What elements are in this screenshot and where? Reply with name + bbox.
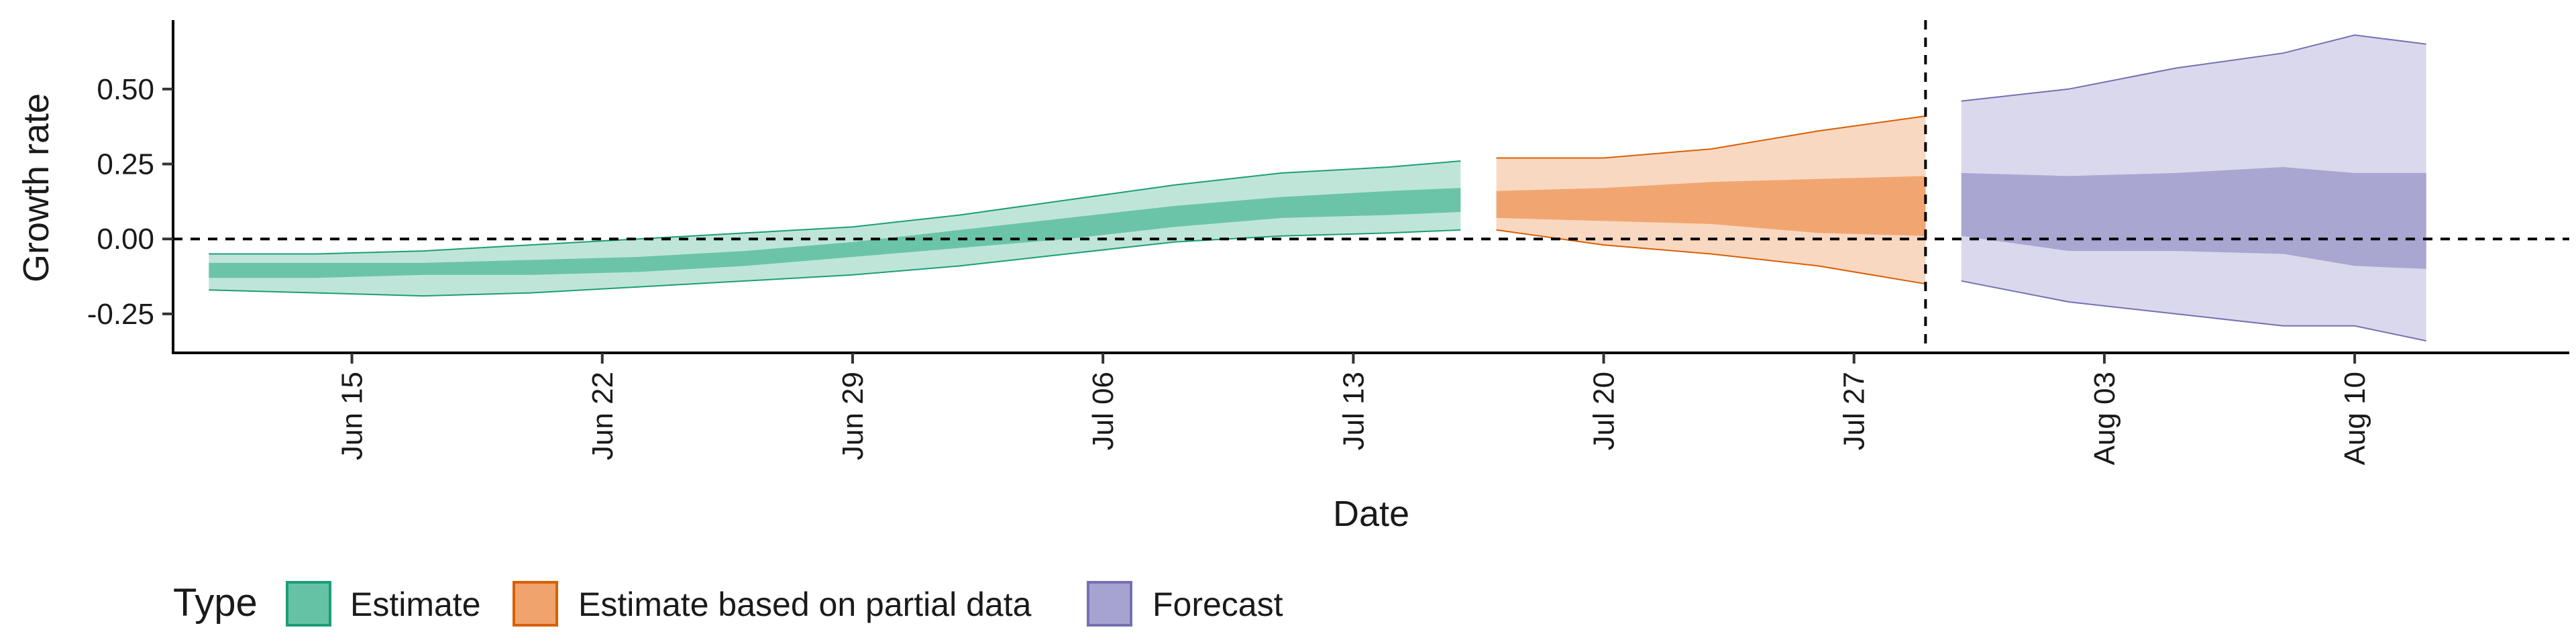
legend-key-estimate bbox=[286, 581, 331, 627]
y-tick-label: 0.25 bbox=[97, 148, 154, 180]
band-edge-upper-1 bbox=[1496, 115, 1926, 159]
x-tick-label: Jun 15 bbox=[336, 372, 369, 460]
reference-lines bbox=[173, 20, 2569, 353]
legend-label-partial-data: Estimate based on partial data bbox=[578, 586, 1032, 623]
series-1 bbox=[1496, 115, 1926, 285]
x-tick-label: Jun 29 bbox=[837, 372, 869, 460]
legend-key-forecast bbox=[1087, 581, 1132, 627]
x-tick-label: Jul 06 bbox=[1087, 372, 1120, 450]
band-edge-upper-0 bbox=[209, 160, 1461, 255]
band-edge-lower-2 bbox=[1961, 280, 2426, 342]
band-edge-upper-2 bbox=[1961, 34, 2426, 102]
x-axis-ticks: Jun 15 Jun 22 Jun 29 Jul 06 Jul 13 Jul 20 Jul … bbox=[336, 353, 2371, 465]
band-edge-lower-0 bbox=[209, 229, 1461, 297]
y-tick-label: 0.50 bbox=[97, 73, 154, 106]
series-0 bbox=[209, 160, 1461, 297]
x-tick-label: Jun 22 bbox=[586, 372, 619, 460]
x-axis-title: Date bbox=[1333, 494, 1409, 534]
x-tick-label: Jul 20 bbox=[1588, 372, 1621, 450]
legend-title: Type bbox=[173, 581, 258, 625]
y-tick-label: 0.00 bbox=[97, 223, 154, 256]
legend-key-partial-data bbox=[513, 581, 558, 627]
band-inner-0 bbox=[209, 188, 1461, 278]
axes bbox=[172, 20, 2569, 354]
legend: Type Estimate Estimate based on partial … bbox=[173, 581, 1283, 627]
x-tick-label: Aug 03 bbox=[2088, 372, 2121, 465]
y-axis-ticks: -0.25 0.00 0.25 0.50 bbox=[87, 73, 173, 331]
x-tick-label: Jul 13 bbox=[1337, 372, 1370, 450]
uncertainty-bands bbox=[209, 34, 2426, 342]
y-axis-title: Growth rate bbox=[16, 93, 56, 282]
x-tick-label: Aug 10 bbox=[2339, 372, 2371, 465]
legend-label-forecast: Forecast bbox=[1152, 586, 1283, 623]
legend-label-estimate: Estimate bbox=[350, 586, 481, 623]
x-tick-label: Jul 27 bbox=[1838, 372, 1871, 450]
band-inner-1 bbox=[1496, 176, 1926, 236]
series-2 bbox=[1961, 34, 2426, 342]
y-tick-label: -0.25 bbox=[87, 298, 154, 331]
band-inner-2 bbox=[1961, 167, 2426, 269]
band-edge-lower-1 bbox=[1496, 229, 1926, 285]
